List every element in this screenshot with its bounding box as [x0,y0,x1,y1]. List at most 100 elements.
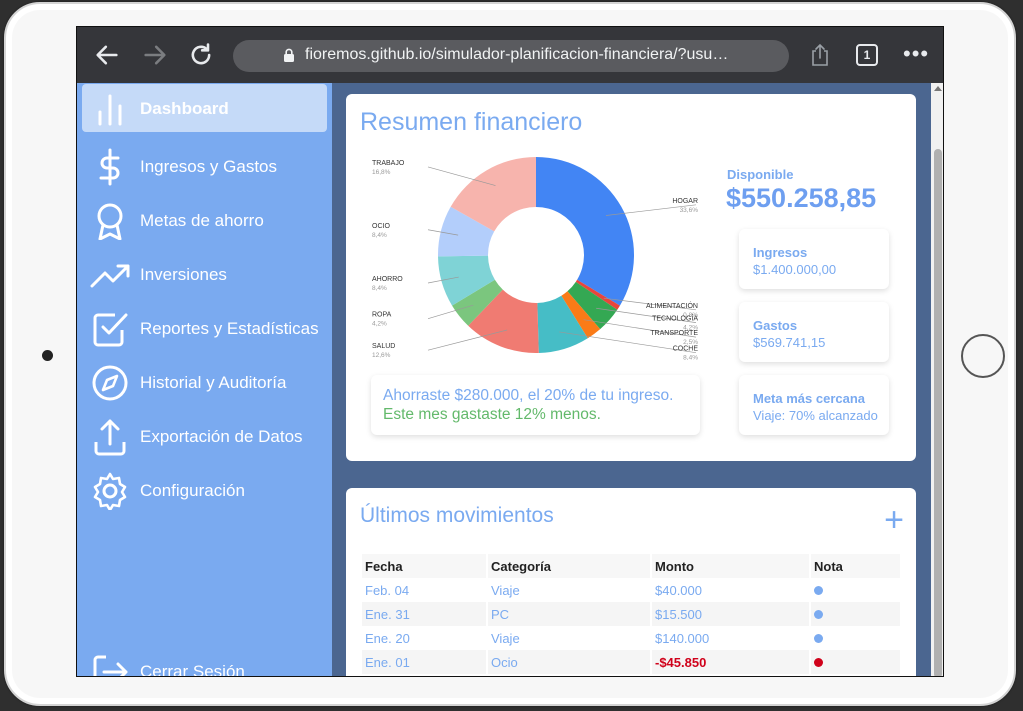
donut-slice-transporte[interactable] [561,291,601,339]
goal-value: Viaje: 70% alcanzado [753,408,878,423]
donut-category-label: AHORRO [372,276,403,283]
savings-message-box: Ahorraste $280.000, el 20% de tu ingreso… [371,375,700,435]
donut-category-label: COCHE [673,346,699,353]
expenses-value: $569.741,15 [753,335,826,350]
donut-slice-ropa[interactable] [452,279,503,326]
reload-icon[interactable] [187,41,215,69]
income-value: $1.400.000,00 [753,262,837,277]
donut-category-label: TRANSPORTE [650,330,698,337]
donut-leader-line [427,304,474,320]
browser-toolbar: fioremos.github.io/simulador-planificaci… [77,27,943,83]
bar-chart-icon [98,94,122,126]
page-scrollbar[interactable] [931,83,943,676]
donut-slice-salud[interactable] [468,289,539,353]
sidebar-item-ingresos-gastos[interactable]: Ingresos y Gastos [82,142,327,190]
row-note [811,650,900,674]
logout-label: Cerrar Sesión [140,662,245,677]
table-row[interactable]: Ene. 20 Viaje $140.000 [362,626,900,650]
donut-percent-label: 4,2% [372,321,387,328]
row-date: Ene. 31 [362,602,486,626]
donut-category-label: OCIO [372,223,390,230]
scrollbar-thumb[interactable] [934,149,942,676]
table-row[interactable]: Ene. 01 Ocio -$45.850 [362,650,900,674]
donut-slice-trabajo[interactable] [450,157,536,232]
check-square-icon [93,313,128,347]
sidebar-item-configuracion[interactable]: Configuración [82,466,327,514]
logout-icon [93,655,128,676]
home-button[interactable] [961,334,1005,378]
scroll-up-arrow-icon[interactable] [934,86,942,91]
donut-slice-ocio[interactable] [438,206,495,257]
donut-leader-line [559,331,697,354]
income-label: Ingresos [753,245,808,260]
donut-slice-ahorro[interactable] [438,255,495,306]
donut-slice-coche[interactable] [537,295,588,353]
donut-leader-line [596,307,697,323]
back-arrow-icon[interactable] [93,41,121,69]
donut-leader-line [427,276,459,284]
spending-message: Este mes gastaste 12% menos. [383,406,601,423]
logout-button[interactable]: Cerrar Sesión [82,647,327,677]
row-note [811,626,900,650]
goal-label: Meta más cercana [753,391,866,406]
row-date: Feb. 04 [365,582,410,598]
table-row[interactable]: Ene. 31 PC $15.500 [362,602,900,626]
donut-percent-label: 2,5% [683,339,698,346]
movements-title: Últimos movimientos [360,504,554,527]
share-icon[interactable] [809,43,831,67]
row-category: Viaje [491,630,520,646]
donut-category-label: TRABAJO [372,160,405,167]
trending-up-icon [90,264,130,288]
donut-slice-hogar[interactable] [536,157,634,306]
compass-icon [92,365,128,401]
sidebar-item-metas-ahorro[interactable]: Metas de ahorro [82,196,327,244]
camera-icon [42,350,53,361]
note-dot-icon[interactable] [814,633,823,643]
donut-leader-line [583,319,697,338]
donut-category-label: HOGAR [672,198,698,205]
donut-leader-line [605,204,697,216]
income-card: Ingresos $1.400.000,00 [739,229,889,289]
donut-slice-tecnologia[interactable] [567,281,618,330]
summary-title: Resumen financiero [360,108,583,136]
table-row[interactable]: Feb. 04 Viaje $40.000 [362,578,900,602]
sidebar-item-exportacion[interactable]: Exportación de Datos [82,412,327,460]
url-text[interactable]: fioremos.github.io/simulador-planificaci… [305,46,729,63]
row-category: Ocio [488,650,650,674]
sidebar-item-dashboard[interactable]: Dashboard [82,84,327,132]
donut-percent-label: 8,4% [683,355,698,360]
donut-leader-line [603,297,697,311]
address-bar[interactable]: fioremos.github.io/simulador-planificaci… [233,40,789,72]
note-dot-icon[interactable] [814,585,823,595]
sidebar-item-label: Metas de ahorro [140,211,264,230]
sidebar-item-historial[interactable]: Historial y Auditoría [82,358,327,406]
donut-category-label: ROPA [372,312,392,319]
row-date: Ene. 20 [365,630,410,646]
sidebar: Dashboard Ingresos y Gastos Metas de aho… [77,83,332,677]
table-header-row: Fecha Categoría Monto Nota [362,554,900,578]
add-movement-button[interactable]: + [884,501,904,539]
column-header-fecha[interactable]: Fecha [362,554,486,578]
donut-leader-line [427,166,496,186]
note-dot-icon[interactable] [814,609,823,619]
row-amount: $40.000 [655,582,702,598]
column-header-monto[interactable]: Monto [652,554,809,578]
award-icon [97,203,123,240]
sidebar-item-reportes[interactable]: Reportes y Estadísticas [82,304,327,352]
column-header-categoria[interactable]: Categoría [488,554,650,578]
donut-category-label: ALIMENTACIÓN [646,301,698,310]
sidebar-item-inversiones[interactable]: Inversiones [82,250,327,298]
row-note [811,602,900,626]
note-dot-icon[interactable] [814,657,823,667]
row-amount: -$45.850 [652,650,809,674]
sidebar-item-label: Historial y Auditoría [140,373,287,392]
screen: fioremos.github.io/simulador-planificaci… [76,26,944,677]
more-menu-icon[interactable]: ••• [903,41,930,66]
column-header-nota[interactable]: Nota [811,554,900,578]
forward-arrow-icon[interactable] [141,41,169,69]
donut-category-label: SALUD [372,343,395,350]
expenses-label: Gastos [753,318,798,333]
available-value: $550.258,85 [726,183,877,213]
donut-slice-alimentacion[interactable] [575,279,620,310]
tab-count-button[interactable]: 1 [856,44,878,66]
